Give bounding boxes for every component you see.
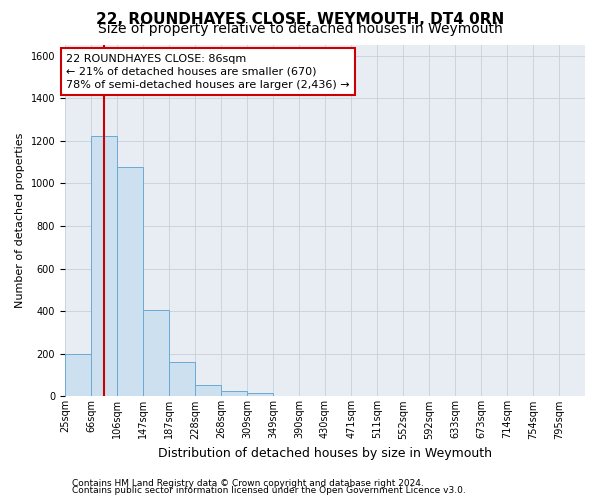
Bar [169,362,195,396]
Y-axis label: Number of detached properties: Number of detached properties [15,133,25,308]
Bar [65,354,91,397]
Bar [221,391,247,396]
Bar [247,393,273,396]
Bar [195,384,221,396]
X-axis label: Distribution of detached houses by size in Weymouth: Distribution of detached houses by size … [158,447,492,460]
Text: 22, ROUNDHAYES CLOSE, WEYMOUTH, DT4 0RN: 22, ROUNDHAYES CLOSE, WEYMOUTH, DT4 0RN [96,12,504,28]
Text: 22 ROUNDHAYES CLOSE: 86sqm
← 21% of detached houses are smaller (670)
78% of sem: 22 ROUNDHAYES CLOSE: 86sqm ← 21% of deta… [66,54,350,90]
Text: Contains HM Land Registry data © Crown copyright and database right 2024.: Contains HM Land Registry data © Crown c… [72,478,424,488]
Bar [117,168,143,396]
Bar [143,310,169,396]
Bar [91,136,117,396]
Text: Size of property relative to detached houses in Weymouth: Size of property relative to detached ho… [98,22,502,36]
Text: Contains public sector information licensed under the Open Government Licence v3: Contains public sector information licen… [72,486,466,495]
